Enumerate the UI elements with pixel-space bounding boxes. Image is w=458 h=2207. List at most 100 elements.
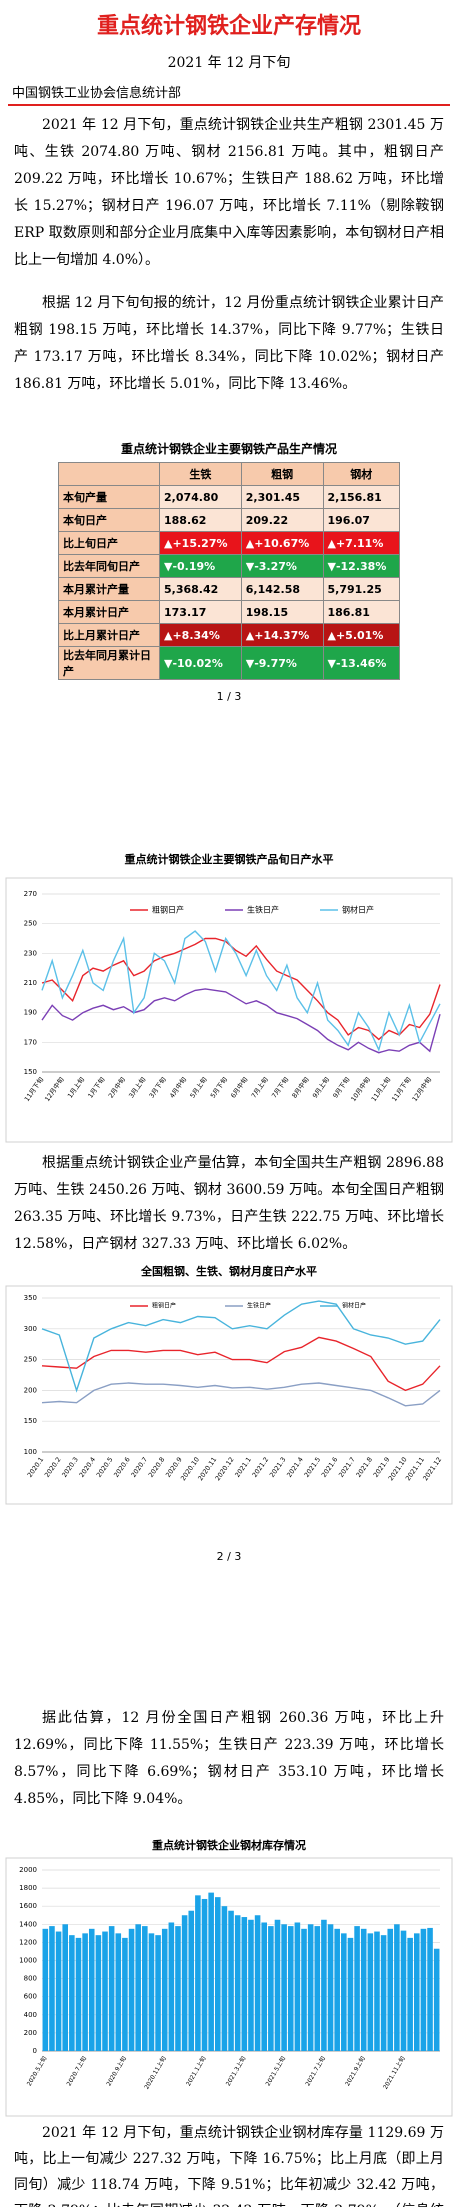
bar (294, 1922, 301, 2051)
bar (420, 1928, 427, 2051)
bar (380, 1935, 387, 2051)
row-label: 本月累计产量 (58, 577, 160, 601)
cell: 2,074.80 (159, 485, 242, 509)
x-tick-label: 2020.7上旬 (65, 2055, 88, 2088)
x-tick-label: 9月上旬 (310, 1075, 331, 1100)
bar (122, 1937, 128, 2051)
table-row: 本月累计产量 5,368.42 6,142.58 5,791.25 (58, 577, 400, 601)
y-tick-label: 200 (24, 2029, 37, 2037)
paragraph: 根据 12 月下旬旬报的统计，12 月份重点统计钢铁企业累计日产粗钢 198.1… (14, 295, 444, 392)
series-line (41, 930, 441, 1052)
bar (95, 1935, 102, 2051)
bar (374, 1931, 380, 2051)
cell: 198.15 (240, 600, 324, 624)
paragraph: 2021 年 12 月下旬，重点统计钢铁企业共生产粗钢 2301.45 万吨、生… (14, 117, 444, 268)
bar (168, 1922, 175, 2051)
bar (228, 1910, 234, 2051)
y-tick-label: 1800 (19, 1884, 37, 1892)
x-tick-label: 2020.5上旬 (25, 2055, 48, 2088)
x-tick-label: 7月下旬 (269, 1075, 290, 1100)
y-tick-label: 250 (24, 920, 37, 928)
series-line (41, 1382, 441, 1407)
bar (75, 1937, 82, 2051)
y-tick-label: 800 (24, 1975, 37, 1983)
x-tick-label: 2021.8 (354, 1456, 374, 1479)
cell: 6,142.58 (240, 577, 324, 601)
cell: ▲+5.01% (322, 623, 400, 647)
bar (195, 1895, 201, 2051)
table-row: 比去年同月累计日产 ▼-10.02% ▼-9.77% ▼-13.46% (58, 646, 400, 680)
table-row: 比上月累计日产 ▲+8.34% ▲+14.37% ▲+5.01% (58, 623, 400, 647)
y-tick-label: 600 (24, 1993, 37, 2001)
bar (354, 1926, 360, 2051)
cell: ▲+15.27% (159, 531, 242, 555)
x-tick-label: 2021.3上旬 (224, 2055, 247, 2088)
x-tick-label: 2021.7 (337, 1456, 357, 1479)
bar (261, 1922, 268, 2051)
legend-label: 粗钢日产 (152, 1302, 176, 1310)
x-tick-label: 2020.4 (78, 1456, 98, 1479)
x-tick-label: 12月中旬 (42, 1075, 66, 1103)
chart-frame (5, 1285, 453, 1505)
x-tick-label: 3月上旬 (126, 1075, 147, 1100)
bar (201, 1898, 208, 2051)
cell: ▼-0.19% (159, 554, 242, 578)
header-cell: 粗钢 (240, 462, 324, 486)
bar (115, 1933, 122, 2051)
bar (188, 1910, 195, 2051)
paragraph: 2021 年 12 月下旬，重点统计钢铁企业钢材库存量 1129.69 万吨，比… (14, 2125, 444, 2207)
bar (254, 1915, 261, 2051)
series-line (41, 1300, 441, 1393)
bar (321, 1919, 327, 2051)
cell: 173.17 (159, 600, 242, 624)
bar (208, 1892, 214, 2051)
x-tick-label: 2021.2 (251, 1456, 271, 1479)
bar (360, 1928, 367, 2051)
x-tick-label: 2021.7上旬 (304, 2055, 327, 2088)
table-row: 比上旬日产 ▲+15.27% ▲+10.67% ▲+7.11% (58, 531, 400, 555)
x-tick-label: 5月下旬 (208, 1075, 229, 1100)
bar (400, 1930, 407, 2051)
cell: 186.81 (322, 600, 400, 624)
x-tick-label: 12月中旬 (410, 1075, 434, 1103)
chart-frame (5, 1857, 453, 2117)
bar (49, 1926, 55, 2051)
x-tick-label: 2021.6 (320, 1456, 340, 1479)
bar (241, 1917, 248, 2051)
cell: ▼-13.46% (322, 646, 400, 680)
bar (301, 1928, 307, 2051)
row-label: 本月累计日产 (58, 600, 160, 624)
row-label: 比去年同月累计日产 (58, 646, 160, 680)
bar (274, 1919, 281, 2051)
x-tick-label: 2021.5上旬 (264, 2055, 287, 2088)
chart: 重点统计钢铁企业钢材库存情况 0 200 400 600 800 1000 1200 1400 1… (5, 1838, 453, 2117)
x-tick-label: 2020.11上旬 (142, 2055, 167, 2091)
bar (413, 1933, 420, 2051)
header-cell (58, 462, 160, 486)
row-label: 比上月累计日产 (58, 623, 160, 647)
bar (427, 1927, 433, 2051)
header-cell: 钢材 (322, 462, 400, 486)
x-tick-label: 2020.3 (60, 1456, 80, 1479)
cell: ▲+7.11% (322, 531, 400, 555)
chart-title: 重点统计钢铁企业钢材库存情况 (152, 1838, 306, 1852)
bar (433, 1948, 440, 2051)
bar (102, 1931, 108, 2051)
y-tick-label: 100 (24, 1448, 37, 1456)
bar (62, 1924, 69, 2051)
bar (175, 1926, 181, 2051)
doc-date: 2021 年 12 月下旬 (167, 55, 291, 71)
x-tick-label: 2021.5 (303, 1456, 323, 1479)
bar (55, 1931, 62, 2051)
x-tick-label: 2020.5 (95, 1456, 115, 1479)
y-tick-label: 1400 (19, 1920, 37, 1928)
cell: ▲+14.37% (240, 623, 324, 647)
bar (69, 1935, 75, 2051)
cell: 5,791.25 (322, 577, 400, 601)
cell: ▲+10.67% (240, 531, 324, 555)
x-tick-label: 2020.1 (26, 1456, 46, 1479)
bar (221, 1906, 228, 2051)
x-tick-label: 2021.1 (233, 1456, 253, 1479)
chart-title: 重点统计钢铁企业主要钢铁产品旬日产水平 (125, 852, 334, 866)
